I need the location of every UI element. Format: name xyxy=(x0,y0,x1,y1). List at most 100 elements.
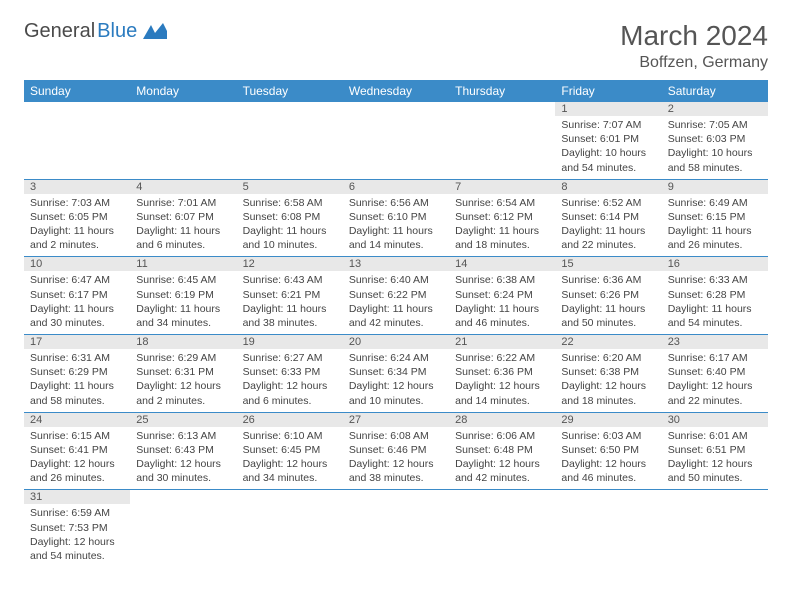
sunrise-text: Sunrise: 6:31 AM xyxy=(30,351,124,365)
daylight-text: Daylight: 12 hours and 54 minutes. xyxy=(30,535,124,563)
day-details: Sunrise: 7:01 AMSunset: 6:07 PMDaylight:… xyxy=(130,194,236,257)
calendar-day-cell: 6Sunrise: 6:56 AMSunset: 6:10 PMDaylight… xyxy=(343,179,449,257)
calendar-day-cell: 20Sunrise: 6:24 AMSunset: 6:34 PMDayligh… xyxy=(343,335,449,413)
day-details: Sunrise: 6:17 AMSunset: 6:40 PMDaylight:… xyxy=(662,349,768,412)
calendar-day-cell: 12 Sunrise: 6:43 AMSunset: 6:21 PMDayligh… xyxy=(237,257,343,335)
daylight-text: Daylight: 12 hours and 6 minutes. xyxy=(243,379,337,407)
sunrise-text: Sunrise: 6:59 AM xyxy=(30,506,124,520)
daylight-text: Daylight: 11 hours and 58 minutes. xyxy=(30,379,124,407)
logo: GeneralBlue xyxy=(24,20,167,43)
day-number: 29 xyxy=(555,413,661,427)
calendar-empty-cell xyxy=(237,102,343,179)
day-number: 21 xyxy=(449,335,555,349)
day-number: 26 xyxy=(237,413,343,427)
calendar-day-cell: 30Sunrise: 6:01 AMSunset: 6:51 PMDayligh… xyxy=(662,412,768,490)
calendar-day-cell: 27Sunrise: 6:08 AMSunset: 6:46 PMDayligh… xyxy=(343,412,449,490)
sunset-text: Sunset: 6:08 PM xyxy=(243,210,337,224)
sunrise-text: Sunrise: 6:40 AM xyxy=(349,273,443,287)
weekday-header: Monday xyxy=(130,80,236,102)
weekday-header: Saturday xyxy=(662,80,768,102)
day-number: 12 xyxy=(237,257,343,271)
day-details: Sunrise: 6:10 AMSunset: 6:45 PMDaylight:… xyxy=(237,427,343,490)
day-number: 23 xyxy=(662,335,768,349)
daylight-text: Daylight: 12 hours and 14 minutes. xyxy=(455,379,549,407)
calendar-empty-cell xyxy=(662,490,768,567)
sunset-text: Sunset: 6:29 PM xyxy=(30,365,124,379)
weekday-header: Thursday xyxy=(449,80,555,102)
logo-flag-icon xyxy=(143,23,167,39)
calendar-day-cell: 28Sunrise: 6:06 AMSunset: 6:48 PMDayligh… xyxy=(449,412,555,490)
sunrise-text: Sunrise: 6:24 AM xyxy=(349,351,443,365)
sunrise-text: Sunrise: 6:22 AM xyxy=(455,351,549,365)
sunrise-text: Sunrise: 6:49 AM xyxy=(668,196,762,210)
day-details: Sunrise: 6:24 AMSunset: 6:34 PMDaylight:… xyxy=(343,349,449,412)
sunrise-text: Sunrise: 6:56 AM xyxy=(349,196,443,210)
calendar-week-row: 10Sunrise: 6:47 AMSunset: 6:17 PMDayligh… xyxy=(24,257,768,335)
day-number: 27 xyxy=(343,413,449,427)
calendar-day-cell: 14Sunrise: 6:38 AMSunset: 6:24 PMDayligh… xyxy=(449,257,555,335)
calendar-day-cell: 3Sunrise: 7:03 AMSunset: 6:05 PMDaylight… xyxy=(24,179,130,257)
day-number: 16 xyxy=(662,257,768,271)
location: Boffzen, Germany xyxy=(620,54,768,72)
daylight-text: Daylight: 11 hours and 54 minutes. xyxy=(668,302,762,330)
day-number: 30 xyxy=(662,413,768,427)
daylight-text: Daylight: 11 hours and 14 minutes. xyxy=(349,224,443,252)
daylight-text: Daylight: 12 hours and 46 minutes. xyxy=(561,457,655,485)
day-number: 4 xyxy=(130,180,236,194)
sunrise-text: Sunrise: 7:01 AM xyxy=(136,196,230,210)
sunrise-text: Sunrise: 6:10 AM xyxy=(243,429,337,443)
sunrise-text: Sunrise: 7:07 AM xyxy=(561,118,655,132)
day-number: 2 xyxy=(662,102,768,116)
daylight-text: Daylight: 12 hours and 26 minutes. xyxy=(30,457,124,485)
sunrise-text: Sunrise: 6:29 AM xyxy=(136,351,230,365)
sunrise-text: Sunrise: 7:05 AM xyxy=(668,118,762,132)
sunset-text: Sunset: 6:34 PM xyxy=(349,365,443,379)
sunset-text: Sunset: 6:21 PM xyxy=(243,288,337,302)
calendar-week-row: 31Sunrise: 6:59 AMSunset: 7:53 PMDayligh… xyxy=(24,490,768,567)
day-number: 11 xyxy=(130,257,236,271)
daylight-text: Daylight: 10 hours and 58 minutes. xyxy=(668,146,762,174)
daylight-text: Daylight: 12 hours and 2 minutes. xyxy=(136,379,230,407)
sunrise-text: Sunrise: 6:06 AM xyxy=(455,429,549,443)
calendar-day-cell: 24Sunrise: 6:15 AMSunset: 6:41 PMDayligh… xyxy=(24,412,130,490)
title-block: March 2024 Boffzen, Germany xyxy=(620,20,768,72)
calendar-body: 1Sunrise: 7:07 AMSunset: 6:01 PMDaylight… xyxy=(24,102,768,567)
sunset-text: Sunset: 6:43 PM xyxy=(136,443,230,457)
calendar-empty-cell xyxy=(449,102,555,179)
calendar-empty-cell xyxy=(24,102,130,179)
calendar-week-row: 1Sunrise: 7:07 AMSunset: 6:01 PMDaylight… xyxy=(24,102,768,179)
daylight-text: Daylight: 11 hours and 30 minutes. xyxy=(30,302,124,330)
sunset-text: Sunset: 6:48 PM xyxy=(455,443,549,457)
sunrise-text: Sunrise: 6:52 AM xyxy=(561,196,655,210)
sunset-text: Sunset: 6:41 PM xyxy=(30,443,124,457)
day-details: Sunrise: 6:58 AMSunset: 6:08 PMDaylight:… xyxy=(237,194,343,257)
sunset-text: Sunset: 6:05 PM xyxy=(30,210,124,224)
sunrise-text: Sunrise: 6:20 AM xyxy=(561,351,655,365)
day-number: 8 xyxy=(555,180,661,194)
day-number: 17 xyxy=(24,335,130,349)
sunset-text: Sunset: 6:15 PM xyxy=(668,210,762,224)
day-details: Sunrise: 6:40 AMSunset: 6:22 PMDaylight:… xyxy=(343,271,449,334)
weekday-header-row: SundayMondayTuesdayWednesdayThursdayFrid… xyxy=(24,80,768,102)
calendar-day-cell: 2Sunrise: 7:05 AMSunset: 6:03 PMDaylight… xyxy=(662,102,768,179)
day-number: 3 xyxy=(24,180,130,194)
day-details: Sunrise: 6:13 AMSunset: 6:43 PMDaylight:… xyxy=(130,427,236,490)
calendar-day-cell: 31Sunrise: 6:59 AMSunset: 7:53 PMDayligh… xyxy=(24,490,130,567)
sunrise-text: Sunrise: 6:43 AM xyxy=(243,273,337,287)
sunset-text: Sunset: 6:45 PM xyxy=(243,443,337,457)
daylight-text: Daylight: 11 hours and 38 minutes. xyxy=(243,302,337,330)
calendar-day-cell: 18Sunrise: 6:29 AMSunset: 6:31 PMDayligh… xyxy=(130,335,236,413)
sunrise-text: Sunrise: 6:13 AM xyxy=(136,429,230,443)
sunset-text: Sunset: 6:01 PM xyxy=(561,132,655,146)
calendar-day-cell: 1Sunrise: 7:07 AMSunset: 6:01 PMDaylight… xyxy=(555,102,661,179)
day-details: Sunrise: 6:08 AMSunset: 6:46 PMDaylight:… xyxy=(343,427,449,490)
daylight-text: Daylight: 10 hours and 54 minutes. xyxy=(561,146,655,174)
day-details: Sunrise: 6:49 AMSunset: 6:15 PMDaylight:… xyxy=(662,194,768,257)
daylight-text: Daylight: 12 hours and 42 minutes. xyxy=(455,457,549,485)
calendar-empty-cell xyxy=(343,490,449,567)
calendar-day-cell: 15Sunrise: 6:36 AMSunset: 6:26 PMDayligh… xyxy=(555,257,661,335)
logo-text-blue: Blue xyxy=(97,20,137,43)
sunset-text: Sunset: 7:53 PM xyxy=(30,521,124,535)
daylight-text: Daylight: 11 hours and 46 minutes. xyxy=(455,302,549,330)
calendar-day-cell: 11Sunrise: 6:45 AMSunset: 6:19 PMDayligh… xyxy=(130,257,236,335)
